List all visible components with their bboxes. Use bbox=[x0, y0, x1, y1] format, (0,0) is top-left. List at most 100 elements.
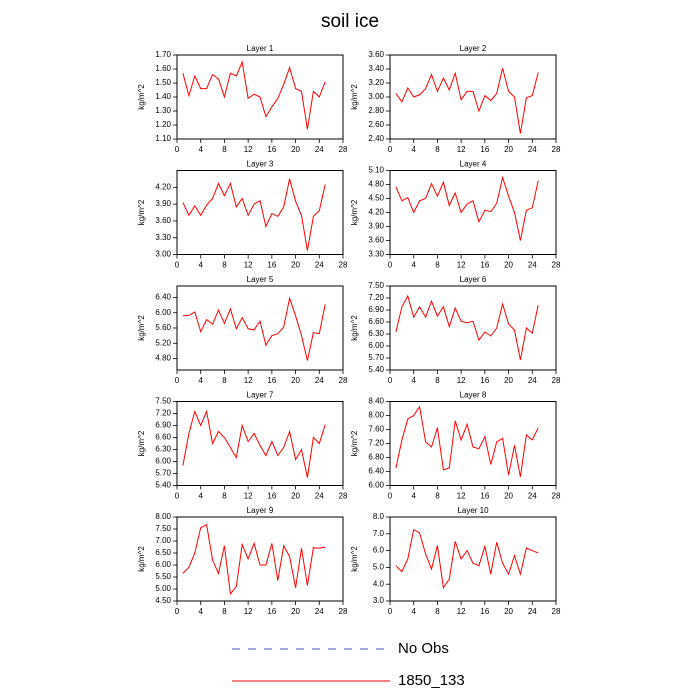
panel-title: Layer 1 bbox=[247, 44, 274, 53]
x-tick-label: 16 bbox=[267, 607, 276, 616]
plot-frame bbox=[389, 516, 557, 602]
x-tick-label: 12 bbox=[457, 607, 466, 616]
y-axis-label: kg/m^2 bbox=[350, 430, 359, 456]
panel-title: Layer 7 bbox=[247, 391, 274, 400]
x-tick-label: 20 bbox=[504, 607, 513, 616]
x-tick-label: 28 bbox=[552, 376, 561, 385]
y-tick-label: 1.10 bbox=[155, 134, 171, 143]
plot-frame bbox=[176, 170, 344, 255]
y-tick-label: 6.00 bbox=[155, 308, 171, 317]
x-tick-label: 8 bbox=[435, 607, 440, 616]
x-tick-label: 8 bbox=[222, 145, 227, 154]
y-tick-label: 7.50 bbox=[155, 524, 171, 533]
x-tick-label: 20 bbox=[504, 376, 513, 385]
x-tick-label: 4 bbox=[198, 376, 203, 385]
x-tick-label: 4 bbox=[411, 376, 416, 385]
y-axis-label: kg/m^2 bbox=[350, 315, 359, 341]
y-tick-label: 3.0 bbox=[373, 596, 385, 605]
y-tick-label: 6.90 bbox=[155, 421, 171, 430]
x-tick-label: 16 bbox=[480, 492, 489, 501]
y-tick-label: 3.30 bbox=[368, 250, 384, 259]
x-tick-label: 4 bbox=[198, 492, 203, 501]
y-tick-label: 5.40 bbox=[155, 481, 171, 490]
x-tick-label: 16 bbox=[480, 145, 489, 154]
y-tick-label: 7.20 bbox=[368, 293, 384, 302]
x-tick-label: 4 bbox=[198, 145, 203, 154]
y-tick-label: 8.40 bbox=[368, 397, 384, 406]
y-tick-label: 3.00 bbox=[155, 250, 171, 259]
x-tick-label: 20 bbox=[504, 145, 513, 154]
x-tick-label: 16 bbox=[267, 145, 276, 154]
y-tick-label: 3.30 bbox=[155, 233, 171, 242]
data-line bbox=[182, 60, 326, 130]
y-tick-label: 6.00 bbox=[155, 560, 171, 569]
y-tick-label: 6.30 bbox=[368, 329, 384, 338]
y-tick-label: 3.90 bbox=[368, 222, 384, 231]
x-tick-label: 0 bbox=[175, 376, 180, 385]
y-axis-label: kg/m^2 bbox=[137, 546, 146, 572]
plot-frame bbox=[176, 401, 344, 486]
x-tick-label: 28 bbox=[339, 376, 348, 385]
panel-title: Layer 3 bbox=[247, 160, 274, 169]
x-tick-label: 20 bbox=[291, 492, 300, 501]
y-tick-label: 5.40 bbox=[368, 365, 384, 374]
x-tick-label: 16 bbox=[267, 492, 276, 501]
y-tick-label: 6.50 bbox=[155, 548, 171, 557]
x-tick-label: 20 bbox=[291, 261, 300, 270]
panel-title: Layer 2 bbox=[460, 44, 487, 53]
y-tick-label: 1.70 bbox=[155, 50, 171, 59]
y-tick-label: 1.30 bbox=[155, 106, 171, 115]
x-tick-label: 24 bbox=[528, 607, 537, 616]
y-tick-label: 7.00 bbox=[155, 536, 171, 545]
x-tick-label: 4 bbox=[411, 261, 416, 270]
y-tick-label: 6.00 bbox=[368, 341, 384, 350]
data-line bbox=[182, 409, 326, 478]
y-tick-label: 7.60 bbox=[368, 425, 384, 434]
y-tick-label: 5.70 bbox=[155, 469, 171, 478]
plot-frame bbox=[389, 285, 557, 371]
y-tick-label: 4.20 bbox=[368, 208, 384, 217]
x-tick-label: 0 bbox=[388, 145, 393, 154]
y-tick-label: 5.00 bbox=[155, 584, 171, 593]
x-tick-label: 8 bbox=[435, 261, 440, 270]
x-tick-label: 8 bbox=[222, 607, 227, 616]
x-tick-label: 0 bbox=[388, 492, 393, 501]
x-tick-label: 24 bbox=[528, 261, 537, 270]
y-tick-label: 3.60 bbox=[155, 216, 171, 225]
y-tick-label: 3.40 bbox=[368, 64, 384, 73]
x-tick-label: 8 bbox=[222, 261, 227, 270]
y-tick-label: 3.60 bbox=[368, 236, 384, 245]
x-tick-label: 24 bbox=[315, 376, 324, 385]
x-tick-label: 24 bbox=[315, 492, 324, 501]
x-tick-label: 8 bbox=[435, 376, 440, 385]
panel-title: Layer 6 bbox=[460, 275, 487, 284]
y-tick-label: 6.90 bbox=[368, 305, 384, 314]
panel-title: Layer 9 bbox=[247, 506, 274, 515]
x-tick-label: 8 bbox=[222, 376, 227, 385]
x-tick-label: 0 bbox=[175, 492, 180, 501]
x-tick-label: 24 bbox=[528, 492, 537, 501]
y-tick-label: 7.50 bbox=[155, 397, 171, 406]
x-tick-label: 12 bbox=[457, 261, 466, 270]
x-tick-label: 24 bbox=[315, 145, 324, 154]
y-tick-label: 8.0 bbox=[373, 512, 385, 521]
data-line bbox=[182, 523, 326, 596]
x-tick-label: 0 bbox=[388, 376, 393, 385]
x-tick-label: 12 bbox=[244, 376, 253, 385]
panel-title: Layer 4 bbox=[460, 160, 487, 169]
x-tick-label: 24 bbox=[315, 261, 324, 270]
panel-title: Layer 5 bbox=[247, 275, 274, 284]
y-axis-label: kg/m^2 bbox=[350, 546, 359, 572]
x-tick-label: 16 bbox=[267, 261, 276, 270]
x-tick-label: 4 bbox=[198, 607, 203, 616]
legend-label: 1850_133 bbox=[398, 672, 465, 689]
x-tick-label: 20 bbox=[504, 492, 513, 501]
x-tick-label: 28 bbox=[339, 145, 348, 154]
x-tick-label: 4 bbox=[411, 607, 416, 616]
y-tick-label: 6.30 bbox=[155, 445, 171, 454]
data-line bbox=[395, 175, 539, 241]
x-tick-label: 20 bbox=[504, 261, 513, 270]
y-tick-label: 5.50 bbox=[155, 572, 171, 581]
